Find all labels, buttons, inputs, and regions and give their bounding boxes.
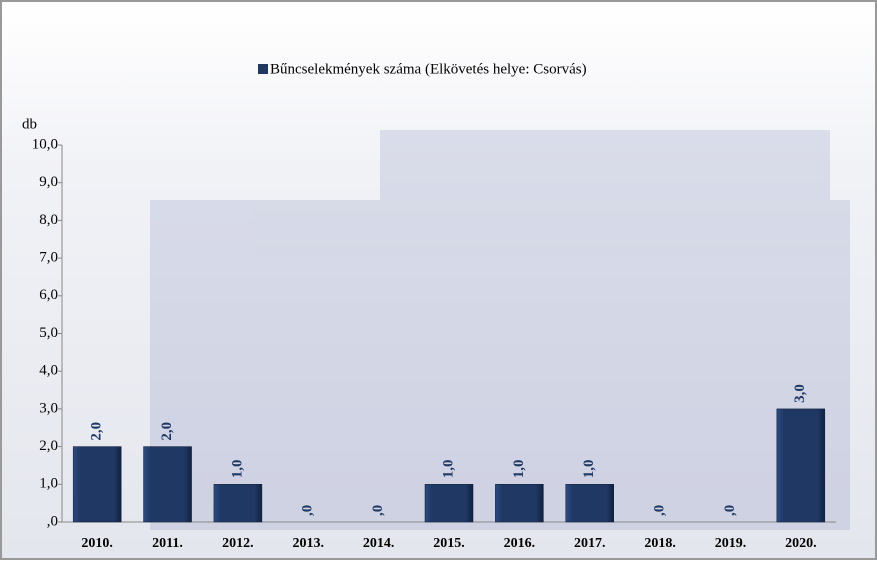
- y-tick-label: 3,0: [39, 400, 58, 416]
- value-label: 1,0: [581, 460, 597, 479]
- y-tick-label: 5,0: [39, 325, 58, 341]
- bar: [424, 484, 474, 523]
- y-tick-label: 1,0: [39, 476, 58, 492]
- bar: [143, 446, 192, 523]
- x-tick-label: 2019.: [715, 536, 747, 551]
- value-label: ,0: [722, 505, 738, 516]
- bar: [72, 446, 122, 523]
- y-tick-label: 2,0: [39, 438, 58, 454]
- value-label: 2,0: [89, 422, 105, 441]
- y-axis-label: db: [22, 116, 37, 132]
- value-label: 1,0: [511, 460, 527, 479]
- x-tick-label: 2013.: [293, 536, 325, 551]
- value-label: 1,0: [440, 460, 456, 479]
- bar: [213, 484, 263, 523]
- value-label: 1,0: [229, 460, 245, 479]
- legend-swatch: [258, 64, 268, 74]
- x-tick-label: 2017.: [574, 536, 606, 551]
- value-label: 2,0: [159, 422, 175, 441]
- y-tick-label: 4,0: [39, 363, 58, 379]
- x-tick-label: 2020.: [785, 536, 817, 551]
- x-tick-label: 2015.: [433, 536, 465, 551]
- y-tick-label: 8,0: [39, 212, 58, 228]
- x-tick-label: 2016.: [504, 536, 536, 551]
- value-label: ,0: [370, 505, 386, 516]
- x-tick-label: 2011.: [152, 536, 183, 551]
- value-label: ,0: [652, 505, 668, 516]
- x-tick-label: 2014.: [363, 536, 395, 551]
- y-tick-label: ,0: [47, 513, 58, 529]
- value-label: 3,0: [792, 384, 808, 403]
- x-tick-label: 2018.: [644, 536, 676, 551]
- x-tick-label: 2010.: [81, 536, 113, 551]
- y-tick-label: 7,0: [39, 250, 58, 266]
- y-tick-label: 6,0: [39, 287, 58, 303]
- x-tick-label: 2012.: [222, 536, 254, 551]
- background-photo: [150, 130, 850, 530]
- value-label: ,0: [300, 505, 316, 516]
- y-tick-label: 9,0: [39, 174, 58, 190]
- bar: [565, 484, 614, 523]
- legend-label: Bűncselekmények száma (Elkövetés helye: …: [270, 61, 587, 77]
- y-tick-label: 10,0: [32, 136, 58, 152]
- bar: [495, 484, 544, 523]
- bar: [776, 408, 826, 523]
